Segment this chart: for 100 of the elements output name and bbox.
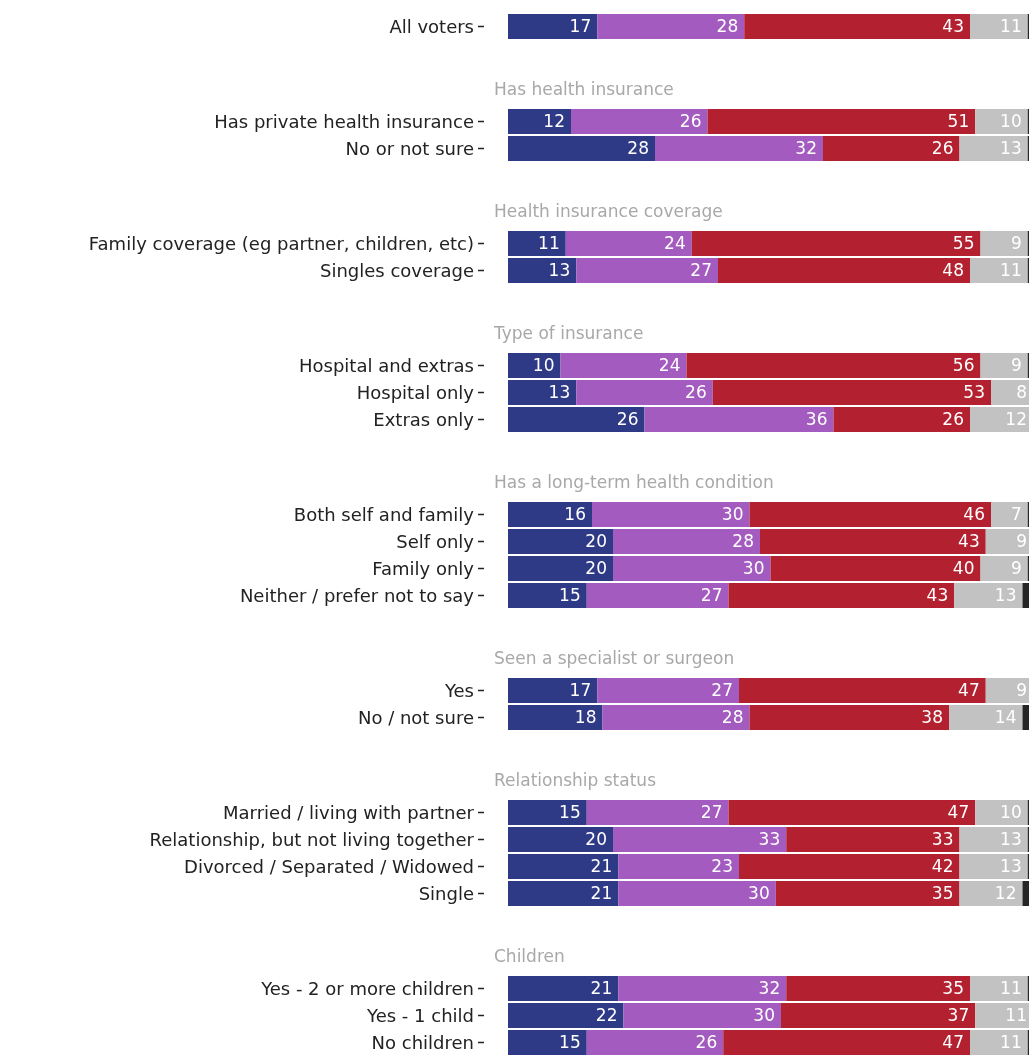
data-label: 37 <box>947 1005 970 1026</box>
bar <box>560 353 687 378</box>
bar <box>508 1003 624 1028</box>
bar <box>775 881 960 906</box>
bar <box>975 109 1028 134</box>
bar <box>959 827 1028 852</box>
y-tick-label: Yes - 2 or more children <box>260 977 474 999</box>
data-label: 13 <box>548 260 571 281</box>
data-label: 10 <box>1000 111 1022 132</box>
bar <box>786 827 960 852</box>
bar <box>565 231 692 256</box>
y-tick-label: Hospital and extras <box>298 354 474 376</box>
data-label: 13 <box>1000 138 1022 159</box>
data-label: 12 <box>994 883 1017 904</box>
data-label: 15 <box>559 802 581 823</box>
bar <box>770 556 981 581</box>
bar <box>508 136 655 161</box>
bar <box>618 881 776 906</box>
bar <box>508 881 619 906</box>
bar <box>508 502 592 527</box>
data-label: 26 <box>695 1032 718 1053</box>
y-tick-label: Married / living with partner <box>223 801 475 823</box>
data-label: 15 <box>559 1032 581 1053</box>
chart-title: Seen a specialist or surgeon <box>494 648 735 668</box>
y-tick-label: All voters <box>389 15 474 37</box>
data-label: 13 <box>994 585 1017 606</box>
data-label: 21 <box>590 856 613 877</box>
data-label: 43 <box>942 16 964 37</box>
bar <box>618 976 787 1001</box>
data-label: 26 <box>942 409 964 430</box>
data-label: 12 <box>543 111 565 132</box>
bar <box>508 109 571 134</box>
y-tick-label: Hospital only <box>356 381 475 403</box>
bar <box>691 231 981 256</box>
data-label: 20 <box>585 531 607 552</box>
data-label: 32 <box>758 978 781 999</box>
data-label: 27 <box>700 585 723 606</box>
data-label: 27 <box>700 802 723 823</box>
bar <box>508 976 619 1001</box>
bar <box>586 583 729 608</box>
bar <box>959 136 1028 161</box>
bar <box>508 258 577 283</box>
bar <box>723 1030 970 1055</box>
data-label: 33 <box>758 829 781 850</box>
data-label: 21 <box>590 978 613 999</box>
bar <box>623 1003 781 1028</box>
bar <box>508 380 577 405</box>
data-label: 9 <box>1010 355 1022 376</box>
y-tick-label: No / not sure <box>357 706 474 728</box>
data-label: 7 <box>1010 504 1022 525</box>
bar <box>749 502 991 527</box>
data-label: 47 <box>942 1032 964 1053</box>
bar <box>644 407 834 432</box>
data-label: 47 <box>947 802 970 823</box>
y-tick-label: No children <box>371 1031 474 1053</box>
data-label: 11 <box>1000 260 1022 281</box>
bar <box>592 502 750 527</box>
y-tick-label: Both self and family <box>293 503 475 525</box>
bar <box>718 258 970 283</box>
bar <box>571 109 708 134</box>
data-label: 24 <box>664 233 686 254</box>
bar <box>744 14 970 39</box>
data-label: 36 <box>805 409 828 430</box>
bar <box>576 258 718 283</box>
data-label: 47 <box>958 680 980 701</box>
data-label: 30 <box>748 883 770 904</box>
bar <box>613 827 787 852</box>
bar <box>597 678 739 703</box>
data-label: 22 <box>595 1005 618 1026</box>
y-tick-label: Single <box>418 882 474 904</box>
bar <box>508 800 587 825</box>
data-label: 11 <box>1005 1005 1027 1026</box>
chart-title: Has a long-term health condition <box>494 472 774 492</box>
data-label: 35 <box>942 978 964 999</box>
data-label: 12 <box>1005 409 1027 430</box>
y-tick-label: Relationship, but not living together <box>149 828 475 850</box>
bar <box>655 136 823 161</box>
data-label: 28 <box>732 531 754 552</box>
data-label: 11 <box>1000 1032 1022 1053</box>
data-label: 10 <box>532 355 555 376</box>
bar <box>586 1030 724 1055</box>
data-label: 11 <box>538 233 560 254</box>
data-label: 28 <box>627 138 649 159</box>
bar <box>728 583 955 608</box>
data-label: 30 <box>721 504 744 525</box>
bar <box>508 678 598 703</box>
data-label: 53 <box>963 382 985 403</box>
data-label: 26 <box>931 138 954 159</box>
y-tick-label: Has private health insurance <box>214 110 474 132</box>
data-label: 9 <box>1010 558 1022 579</box>
data-label: 9 <box>1016 680 1027 701</box>
bar <box>975 800 1028 825</box>
data-label: 24 <box>658 355 681 376</box>
bar <box>508 556 613 581</box>
bar <box>597 14 745 39</box>
data-label: 10 <box>1000 802 1022 823</box>
data-label: 26 <box>685 382 707 403</box>
data-label: 17 <box>569 680 592 701</box>
bar <box>508 1030 587 1055</box>
bar <box>586 800 729 825</box>
